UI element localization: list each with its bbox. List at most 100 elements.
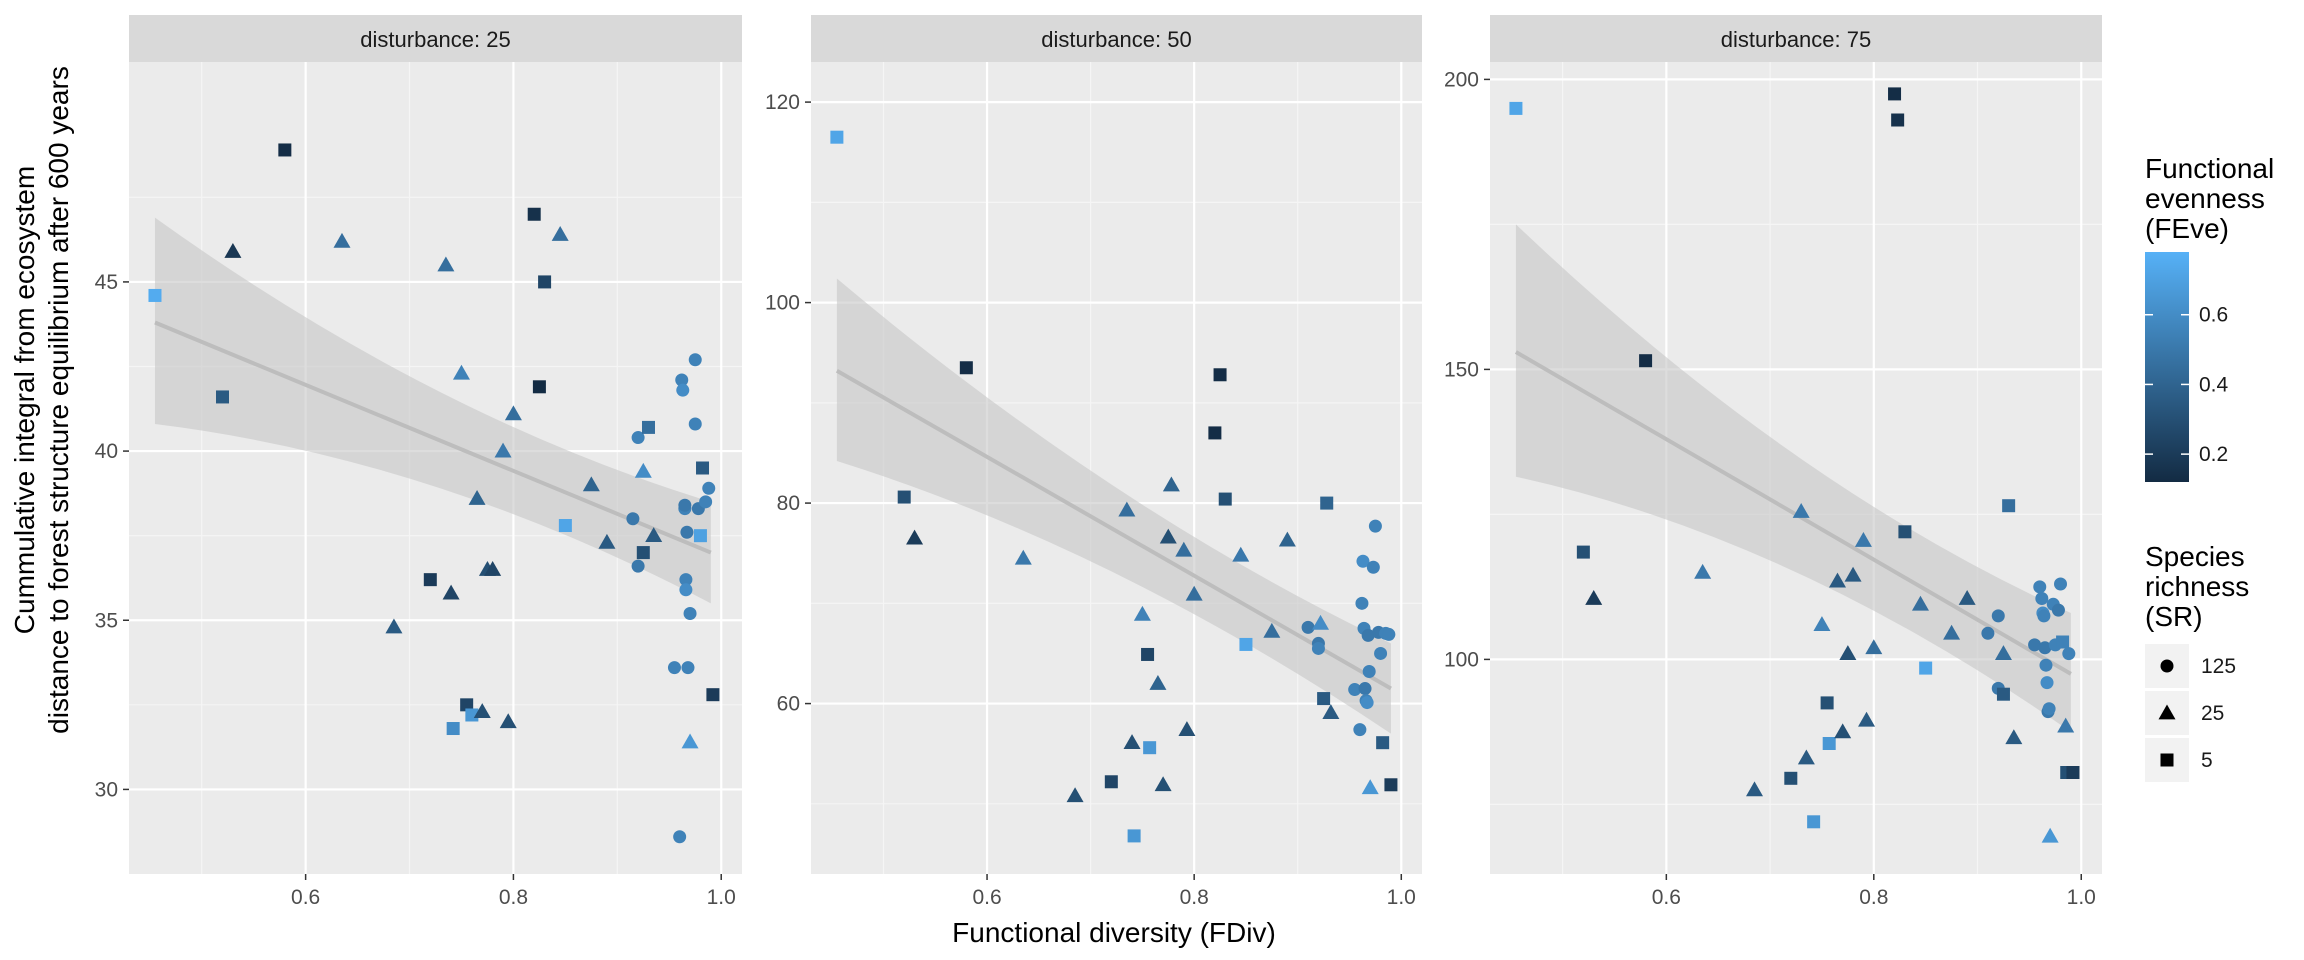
x-tick-label: 0.8	[499, 886, 528, 909]
data-point	[667, 661, 681, 675]
data-point	[1996, 687, 2010, 701]
panel-3: disturbance: 75 0.6 0.8 1.0 100 150 200	[1444, 15, 2102, 909]
shape-legend-label: 5	[2201, 749, 2213, 772]
data-point	[1317, 692, 1331, 706]
data-point	[678, 498, 692, 512]
color-legend-label: 0.4	[2199, 373, 2229, 396]
regression-line	[1514, 350, 2072, 676]
data-point	[333, 232, 351, 248]
regression-line	[154, 320, 712, 555]
color-legend-bar	[2145, 252, 2189, 482]
data-point	[1162, 476, 1180, 492]
data-point	[1844, 566, 1862, 582]
data-point	[2041, 827, 2059, 843]
data-point	[2002, 499, 2016, 513]
y-tick-label: 150	[1444, 358, 1479, 381]
x-tick-label: 0.8	[1859, 886, 1888, 909]
x-tick-label: 0.8	[1180, 886, 1209, 909]
data-point	[1322, 704, 1340, 719]
y-tick-label: 60	[777, 693, 800, 716]
x-tick-label: 1.0	[2067, 886, 2096, 909]
data-point	[1118, 501, 1136, 517]
data-point	[1784, 771, 1798, 785]
confidence-band	[836, 278, 1391, 734]
data-point	[634, 462, 652, 478]
data-point	[631, 559, 645, 573]
data-point	[468, 489, 486, 505]
regression-line	[835, 369, 1392, 691]
data-point	[2057, 717, 2075, 733]
data-point	[681, 733, 699, 749]
shape-legend-label: 125	[2201, 655, 2236, 678]
y-axis-title: Cummulative integral from ecosystem dist…	[9, 66, 74, 734]
data-point	[636, 546, 650, 560]
color-legend-label: 0.2	[2199, 443, 2228, 466]
data-point	[1175, 541, 1193, 557]
y-axis-title-line-1: Cummulative integral from ecosystem	[9, 166, 40, 634]
data-point	[1149, 675, 1167, 690]
data-point	[1854, 532, 1872, 547]
data-point	[1127, 829, 1141, 843]
data-point	[1361, 779, 1379, 795]
data-point	[1746, 781, 1764, 797]
data-point	[2056, 635, 2070, 649]
data-point	[499, 713, 517, 729]
data-point	[1822, 737, 1836, 750]
data-point	[1311, 641, 1325, 655]
data-point	[538, 275, 552, 289]
axes: 0.6 0.8 1.0 30 35 40 45	[95, 271, 736, 909]
data-point	[1943, 624, 1961, 640]
data-point	[1159, 528, 1177, 544]
color-legend-title: (FEve)	[2145, 213, 2229, 244]
data-point	[699, 495, 713, 509]
chart-panels: disturbance: 250.6 0.8 1.030354045disturba…	[95, 15, 2102, 909]
data-point	[1366, 560, 1380, 574]
data-point	[2033, 580, 2047, 594]
shape-legend-label: 25	[2201, 702, 2224, 725]
data-point	[1384, 778, 1398, 792]
data-point	[688, 353, 702, 367]
data-point	[1865, 639, 1883, 655]
facet-strip-label: disturbance: 50	[1041, 27, 1191, 52]
data-point	[1828, 572, 1846, 588]
data-point	[1376, 736, 1390, 750]
data-point	[2005, 729, 2023, 745]
y-tick-label: 45	[95, 271, 118, 294]
x-tick-label: 1.0	[1387, 886, 1416, 909]
data-point	[1218, 492, 1232, 506]
data-point	[473, 703, 491, 718]
color-legend-label: 0.6	[2199, 304, 2228, 327]
data-point	[1898, 525, 1912, 539]
data-point	[1362, 665, 1376, 679]
x-tick-label: 1.0	[707, 886, 736, 909]
data-point	[1185, 585, 1203, 601]
data-point	[959, 361, 973, 375]
shape-legend-symbol	[2160, 753, 2174, 767]
data-point	[1813, 616, 1831, 631]
color-legend-title: evenness	[2145, 183, 2265, 214]
y-tick-label: 120	[765, 91, 800, 114]
data-point	[494, 442, 512, 458]
shape-legend-title: richness	[2145, 571, 2249, 602]
axes: 0.6 0.8 1.0 60 80 100 120	[765, 91, 1416, 909]
data-point	[598, 533, 616, 549]
data-point	[906, 529, 924, 545]
data-point	[626, 512, 640, 526]
data-point	[1994, 645, 2012, 660]
data-points	[830, 130, 1398, 843]
y-tick-label: 35	[95, 609, 118, 632]
data-point	[1358, 682, 1372, 696]
x-tick-label: 0.6	[1652, 886, 1681, 909]
data-point	[1958, 590, 1976, 605]
data-point	[2051, 603, 2065, 617]
data-point	[673, 830, 687, 844]
data-point	[551, 226, 569, 241]
data-point	[1312, 614, 1330, 630]
data-point	[2066, 766, 2080, 779]
data-point	[465, 708, 479, 722]
data-point	[1368, 519, 1382, 533]
data-point	[1104, 775, 1118, 789]
data-point	[1585, 590, 1603, 605]
data-point	[1278, 531, 1296, 547]
